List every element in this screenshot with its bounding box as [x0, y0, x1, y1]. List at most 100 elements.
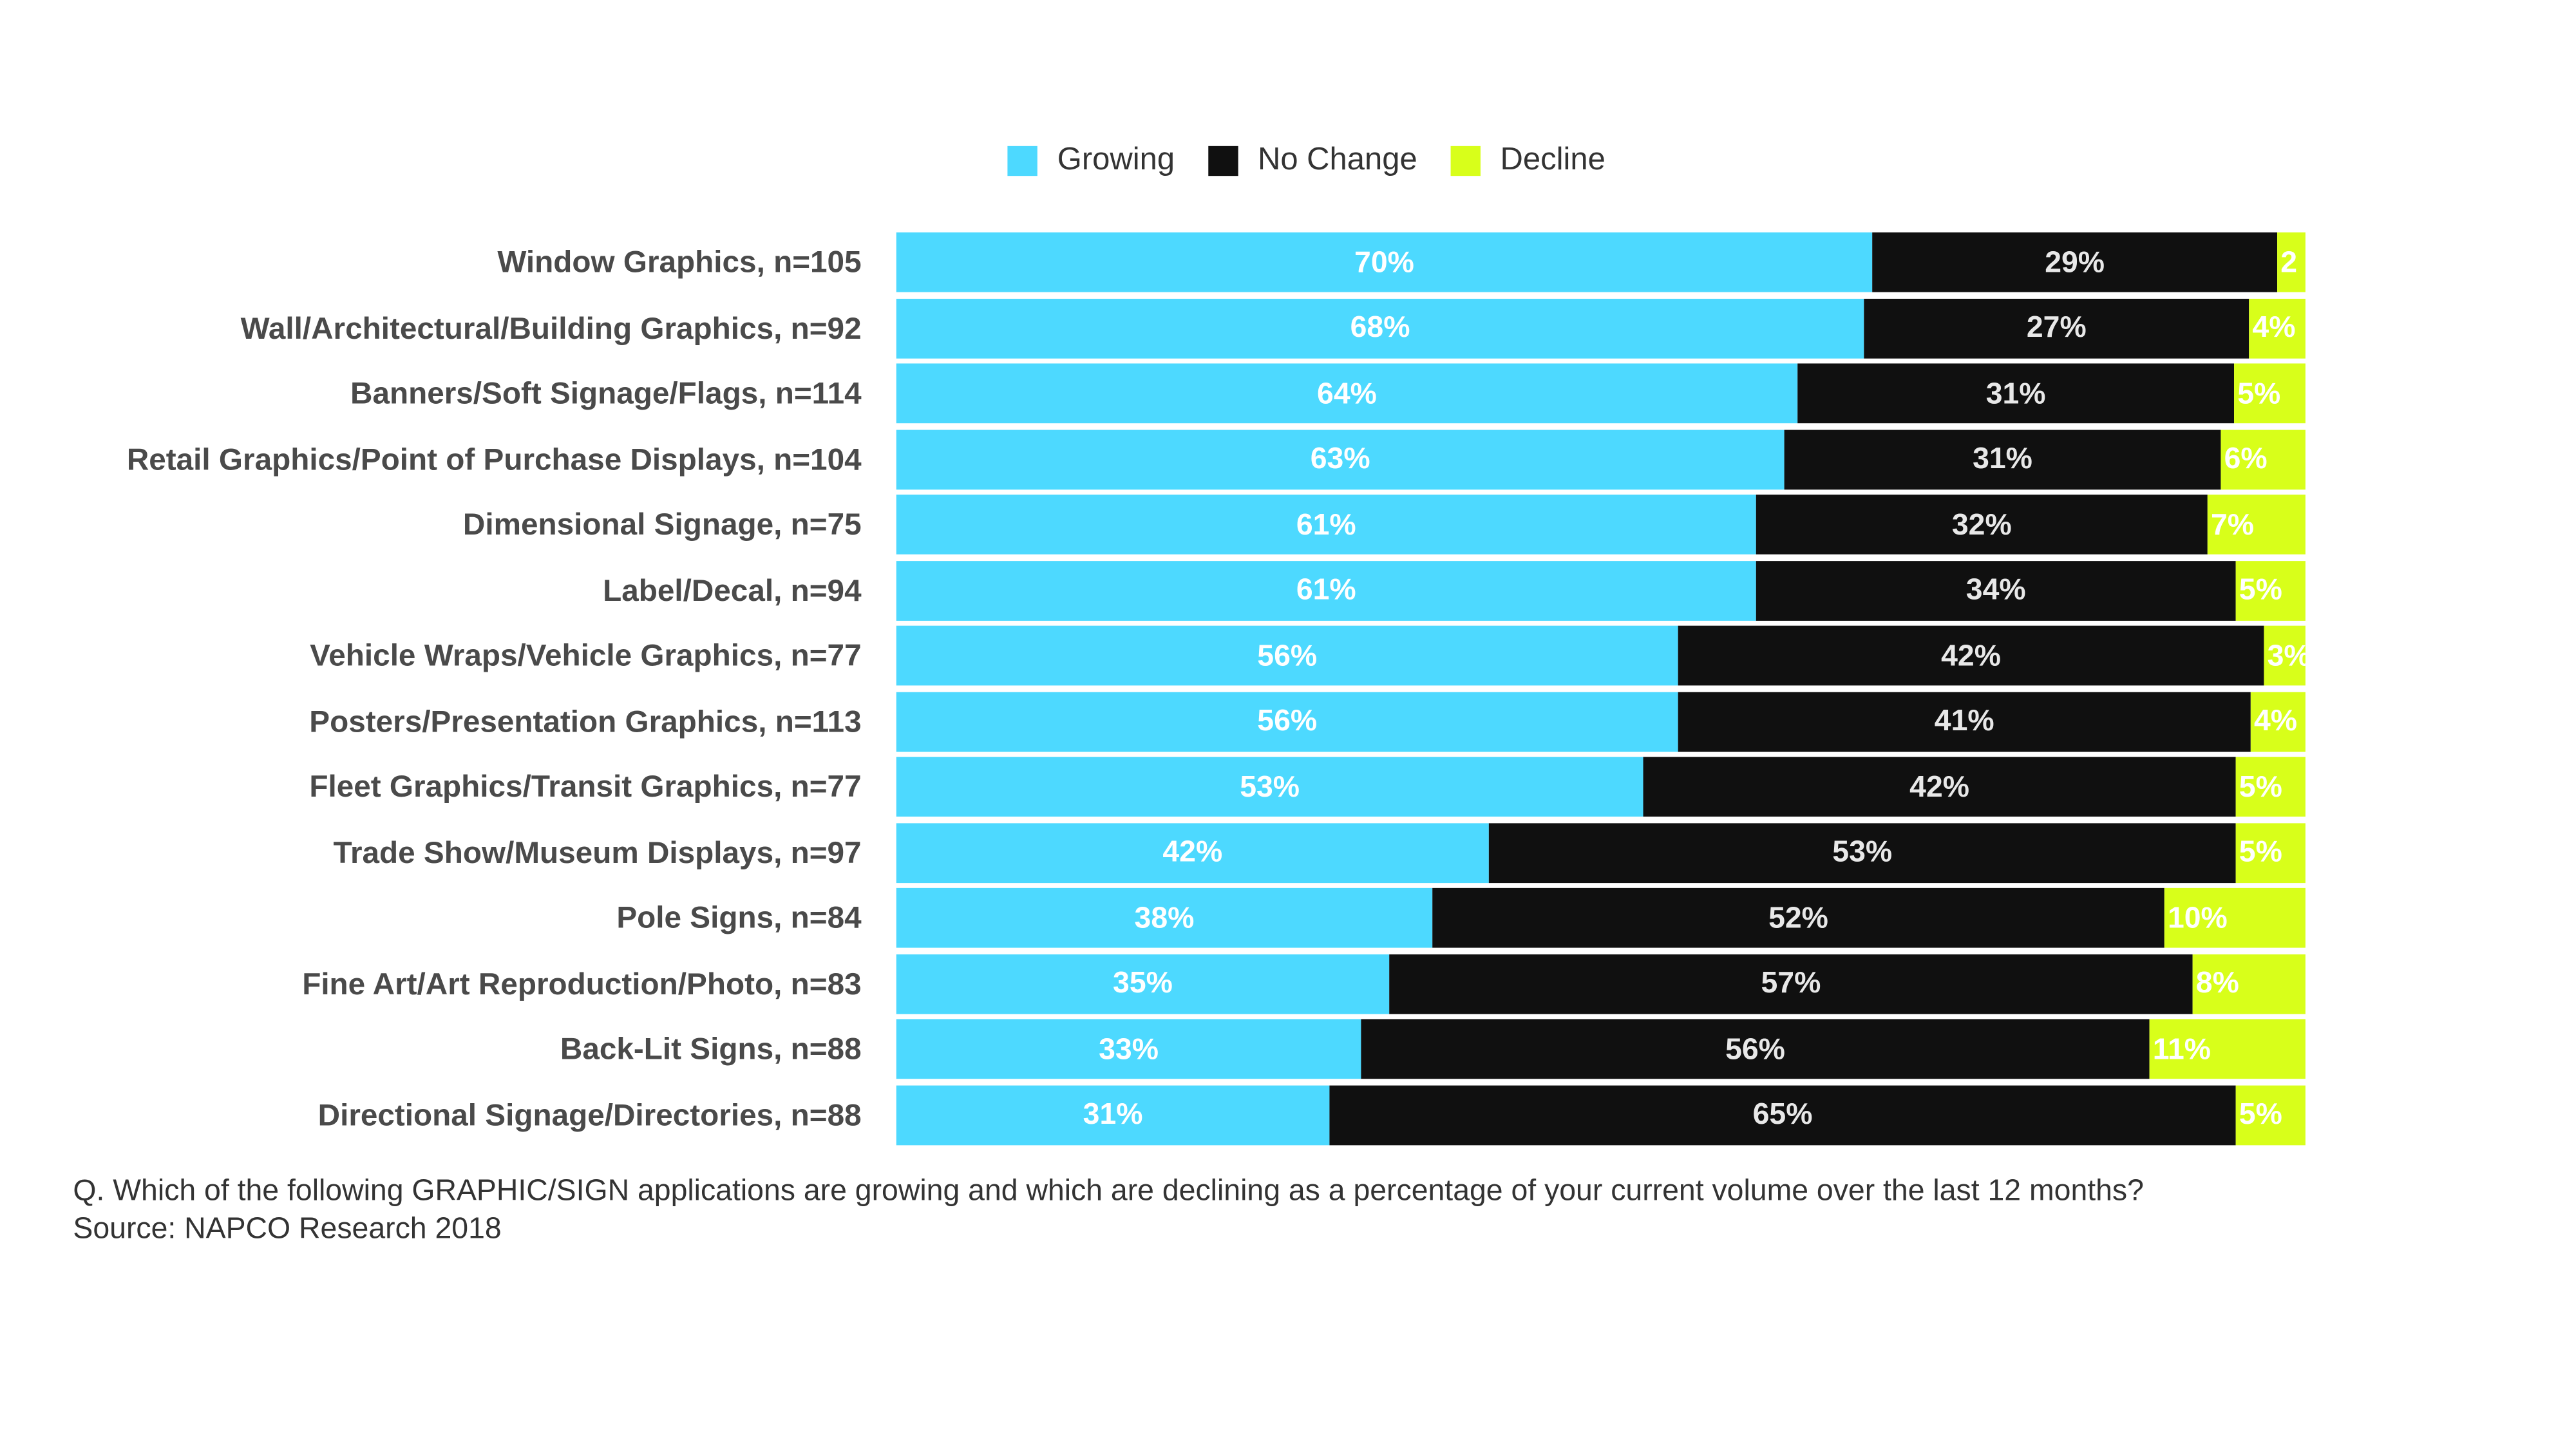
legend-label-no-change: No Change: [1257, 142, 1417, 178]
bar-segment-growing: 35%: [896, 953, 1390, 1014]
bar-row: Dimensional Signage, n=75 61% 32% 7%: [0, 495, 2576, 560]
data-label: 42%: [1162, 835, 1223, 868]
stacked-bar: 56% 41% 4%: [896, 691, 2306, 752]
data-label: 41%: [1934, 703, 1994, 737]
category-label: Fine Art/Art Reproduction/Photo, n=83: [302, 965, 862, 1000]
bar-segment-no-change: 56%: [1361, 1019, 2150, 1079]
footnote: Q. Which of the following GRAPHIC/SIGN a…: [73, 1172, 2144, 1249]
legend-item-decline: Decline: [1450, 143, 1605, 180]
bar-segment-no-change: 65%: [1329, 1084, 2236, 1145]
bar-segment-decline: 5%: [2234, 363, 2306, 424]
bar-row: Label/Decal, n=94 61% 34% 5%: [0, 560, 2576, 626]
category-label: Directional Signage/Directories, n=88: [317, 1096, 862, 1132]
data-label: 65%: [1752, 1097, 1813, 1131]
stacked-bar: 53% 42% 5%: [896, 757, 2306, 817]
bar-segment-growing: 38%: [896, 887, 1433, 948]
bar-segment-decline: 5%: [2235, 822, 2306, 882]
stacked-bar: 63% 31% 6%: [896, 429, 2306, 489]
category-label: Pole Signs, n=84: [616, 899, 862, 935]
bar-segment-decline: 4%: [2249, 298, 2306, 358]
category-label: Vehicle Wraps/Vehicle Graphics, n=77: [310, 637, 862, 672]
data-label: 27%: [2026, 310, 2087, 344]
data-label: 64%: [1317, 375, 1377, 410]
bar-segment-decline: 2: [2277, 232, 2306, 292]
data-label: 5%: [2239, 573, 2282, 606]
bar-segment-decline: 7%: [2207, 495, 2306, 554]
data-label: 33%: [1099, 1031, 1159, 1065]
legend-label-decline: Decline: [1500, 142, 1605, 178]
data-label: 61%: [1296, 507, 1356, 540]
bar-row: Wall/Architectural/Building Graphics, n=…: [0, 298, 2576, 364]
data-label: 57%: [1761, 965, 1821, 999]
bar-segment-growing: 56%: [896, 625, 1678, 686]
data-label: 53%: [1832, 835, 1893, 868]
bar-segment-decline: 10%: [2164, 887, 2306, 948]
data-label: 8%: [2195, 965, 2239, 999]
chart-legend: Growing No Change Decline: [1007, 139, 1638, 182]
category-label: Retail Graphics/Point of Purchase Displa…: [126, 440, 862, 476]
bar-segment-no-change: 57%: [1389, 953, 2193, 1014]
data-label: 29%: [2045, 245, 2105, 278]
data-label: 32%: [1951, 507, 2012, 540]
data-label: 4%: [2252, 310, 2296, 344]
category-label: Fleet Graphics/Transit Graphics, n=77: [309, 768, 862, 804]
bar-row: Trade Show/Museum Displays, n=97 42% 53% 5%: [0, 822, 2576, 888]
bar-segment-no-change: 42%: [1643, 757, 2236, 817]
category-label: Label/Decal, n=94: [603, 571, 862, 607]
data-label: 4%: [2253, 703, 2298, 737]
stacked-bar: 42% 53% 5%: [896, 822, 2306, 882]
category-label: Wall/Architectural/Building Graphics, n=…: [240, 309, 862, 345]
data-label: 31%: [1083, 1097, 1143, 1131]
data-label: 42%: [1909, 769, 1970, 803]
legend-label-growing: Growing: [1057, 142, 1175, 178]
category-label: Dimensional Signage, n=75: [462, 506, 862, 542]
bar-segment-growing: 42%: [896, 822, 1489, 882]
data-label: 35%: [1113, 965, 1173, 999]
bar-segment-growing: 63%: [896, 429, 1785, 489]
stacked-bar: 64% 31% 5%: [896, 363, 2306, 424]
data-label: 61%: [1296, 573, 1356, 606]
bar-segment-growing: 31%: [896, 1084, 1330, 1145]
bar-row: Fine Art/Art Reproduction/Photo, n=83 35%…: [0, 953, 2576, 1019]
data-label: 63%: [1310, 441, 1370, 475]
data-label: 5%: [2239, 835, 2282, 868]
stacked-bar: 61% 32% 7%: [896, 495, 2306, 554]
data-label: 5%: [2239, 769, 2282, 803]
legend-item-growing: Growing: [1007, 143, 1175, 180]
data-label: 6%: [2224, 441, 2268, 475]
survey-question: Q. Which of the following GRAPHIC/SIGN a…: [73, 1173, 2144, 1207]
category-label: Trade Show/Museum Displays, n=97: [333, 834, 862, 869]
data-label: 56%: [1257, 638, 1318, 672]
bar-segment-no-change: 42%: [1678, 625, 2264, 686]
category-label: Posters/Presentation Graphics, n=113: [309, 703, 862, 738]
bar-segment-decline: 4%: [2250, 691, 2306, 752]
bar-segment-growing: 53%: [896, 757, 1643, 817]
bar-row: Pole Signs, n=84 38% 52% 10%: [0, 887, 2576, 954]
bar-segment-no-change: 29%: [1872, 232, 2278, 292]
bar-segment-no-change: 31%: [1797, 363, 2235, 424]
bar-row: Window Graphics, n=105 70% 29% 2: [0, 232, 2576, 298]
data-label: 56%: [1725, 1031, 1785, 1065]
legend-swatch-growing: [1007, 146, 1037, 176]
bar-row: Directional Signage/Directories, n=88 31%…: [0, 1084, 2576, 1150]
data-label: 56%: [1257, 703, 1318, 737]
bar-segment-growing: 61%: [896, 560, 1756, 620]
plot-area: Window Graphics, n=105 70% 29% 2 Wall/Archit…: [0, 232, 2576, 1149]
bar-row: Vehicle Wraps/Vehicle Graphics, n=77 56% 4…: [0, 625, 2576, 692]
data-label: 42%: [1941, 638, 2001, 672]
data-label: 52%: [1768, 900, 1828, 934]
bar-row: Retail Graphics/Point of Purchase Displa…: [0, 429, 2576, 495]
data-label: 10%: [2167, 900, 2228, 934]
data-label: 2: [2280, 245, 2298, 278]
data-label: 70%: [1354, 245, 1414, 278]
stacked-bar: 35% 57% 8%: [896, 953, 2306, 1014]
stacked-bar: 61% 34% 5%: [896, 560, 2306, 620]
category-label: Window Graphics, n=105: [497, 243, 862, 279]
bar-segment-no-change: 41%: [1678, 691, 2251, 752]
legend-swatch-no-change: [1208, 146, 1238, 176]
stacked-bar: 68% 27% 4%: [896, 298, 2306, 358]
bar-segment-no-change: 52%: [1432, 887, 2164, 948]
bar-segment-decline: 8%: [2192, 953, 2306, 1014]
bar-segment-decline: 5%: [2235, 757, 2306, 817]
source-note: Source: NAPCO Research 2018: [73, 1211, 502, 1245]
